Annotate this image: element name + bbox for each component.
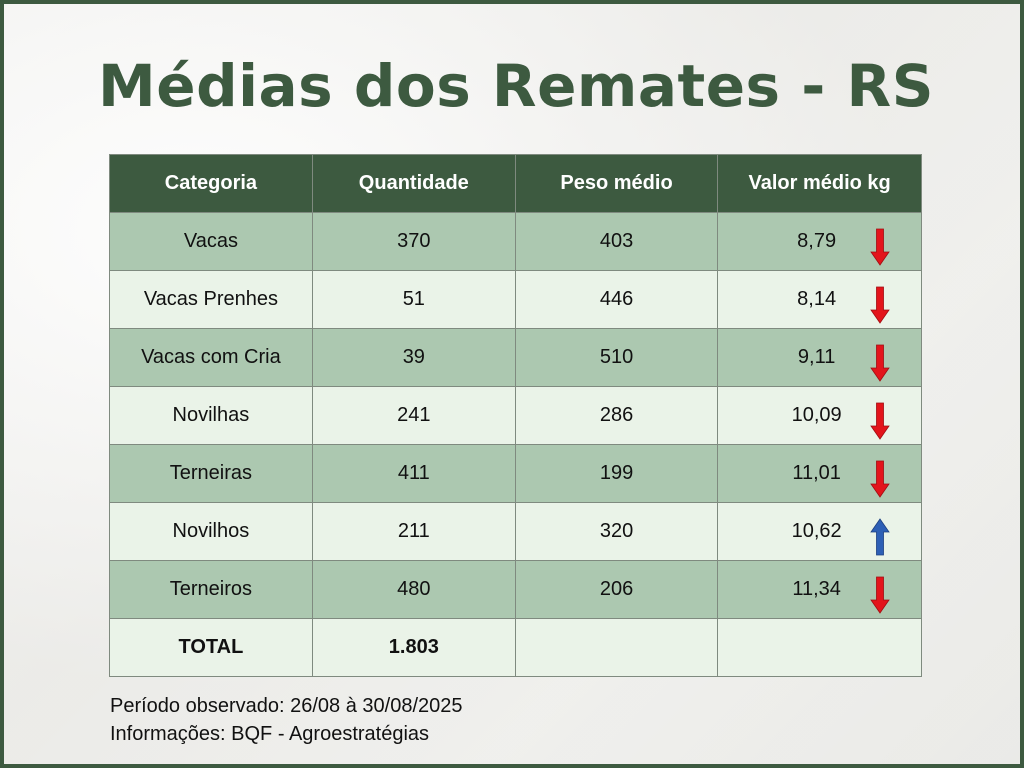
arrow-down-icon [870,344,891,382]
cell-categoria: Terneiras [109,444,313,503]
table-row: Vacas 370 403 8,79 [109,212,922,271]
cell-valor-medio-kg: 8,14 [717,270,922,329]
valor-text: 11,01 [792,462,841,484]
header-valor-medio-kg: Valor médio kg [717,154,922,213]
cell-categoria: Novilhos [109,502,313,561]
total-quantidade: 1.803 [311,618,516,677]
header-peso-medio: Peso médio [514,154,719,213]
cell-peso-medio: 199 [514,444,719,503]
cell-quantidade: 480 [311,560,516,619]
arrow-up-icon [870,518,891,556]
cell-categoria: Vacas [109,212,313,271]
page-title: Médias dos Remates - RS [98,52,934,120]
table-row: Terneiras 411 199 11,01 [109,444,922,503]
cell-peso-medio: 206 [514,560,719,619]
cell-valor-medio-kg: 9,11 [717,328,922,387]
valor-text: 11,34 [792,578,841,600]
cell-quantidade: 241 [311,386,516,445]
periodo-note: Período observado: 26/08 à 30/08/2025 [110,695,463,717]
cell-categoria: Vacas com Cria [109,328,313,387]
total-label: TOTAL [109,618,313,677]
valor-text: 10,62 [791,520,842,542]
arrow-down-icon [870,460,891,498]
cell-valor-medio-kg: 8,79 [717,212,922,271]
cell-categoria: Terneiros [109,560,313,619]
table-body: Vacas 370 403 8,79 Vacas Prenhes 51 446 8,14 Vac… [109,212,922,677]
table-row: Terneiros 480 206 11,34 [109,560,922,619]
cell-peso-medio: 286 [514,386,719,445]
cell-valor-medio-kg: 11,34 [717,560,922,619]
cell-categoria: Vacas Prenhes [109,270,313,329]
cell-peso-medio: 510 [514,328,719,387]
cell-quantidade: 39 [311,328,516,387]
valor-text: 9,11 [797,346,836,368]
footnotes: Período observado: 26/08 à 30/08/2025 In… [110,692,463,748]
cell-peso-medio: 403 [514,212,719,271]
arrow-down-icon [870,286,891,324]
arrow-down-icon [870,402,891,440]
valor-text: 8,14 [797,288,837,310]
valor-text: 8,79 [797,230,837,252]
arrow-down-icon [870,228,891,266]
total-valor-medio-kg [717,618,922,677]
table-row: Vacas com Cria 39 510 9,11 [109,328,922,387]
valor-text: 10,09 [791,404,842,426]
fonte-note: Informações: BQF - Agroestratégias [110,723,430,745]
cell-valor-medio-kg: 11,01 [717,444,922,503]
cell-categoria: Novilhas [109,386,313,445]
arrow-down-icon [870,576,891,614]
table-row: Vacas Prenhes 51 446 8,14 [109,270,922,329]
cell-quantidade: 51 [311,270,516,329]
remates-table: Categoria Quantidade Peso médio Valor mé… [109,154,922,677]
cell-valor-medio-kg: 10,09 [717,386,922,445]
total-peso-medio [514,618,719,677]
cell-peso-medio: 446 [514,270,719,329]
header-categoria: Categoria [109,154,313,213]
table-row: Novilhos 211 320 10,62 [109,502,922,561]
table-total-row: TOTAL 1.803 [109,618,922,677]
cell-valor-medio-kg: 10,62 [717,502,922,561]
cell-peso-medio: 320 [514,502,719,561]
cell-quantidade: 211 [311,502,516,561]
table-header-row: Categoria Quantidade Peso médio Valor mé… [109,154,922,213]
header-quantidade: Quantidade [311,154,516,213]
cell-quantidade: 411 [311,444,516,503]
cell-quantidade: 370 [311,212,516,271]
table-row: Novilhas 241 286 10,09 [109,386,922,445]
